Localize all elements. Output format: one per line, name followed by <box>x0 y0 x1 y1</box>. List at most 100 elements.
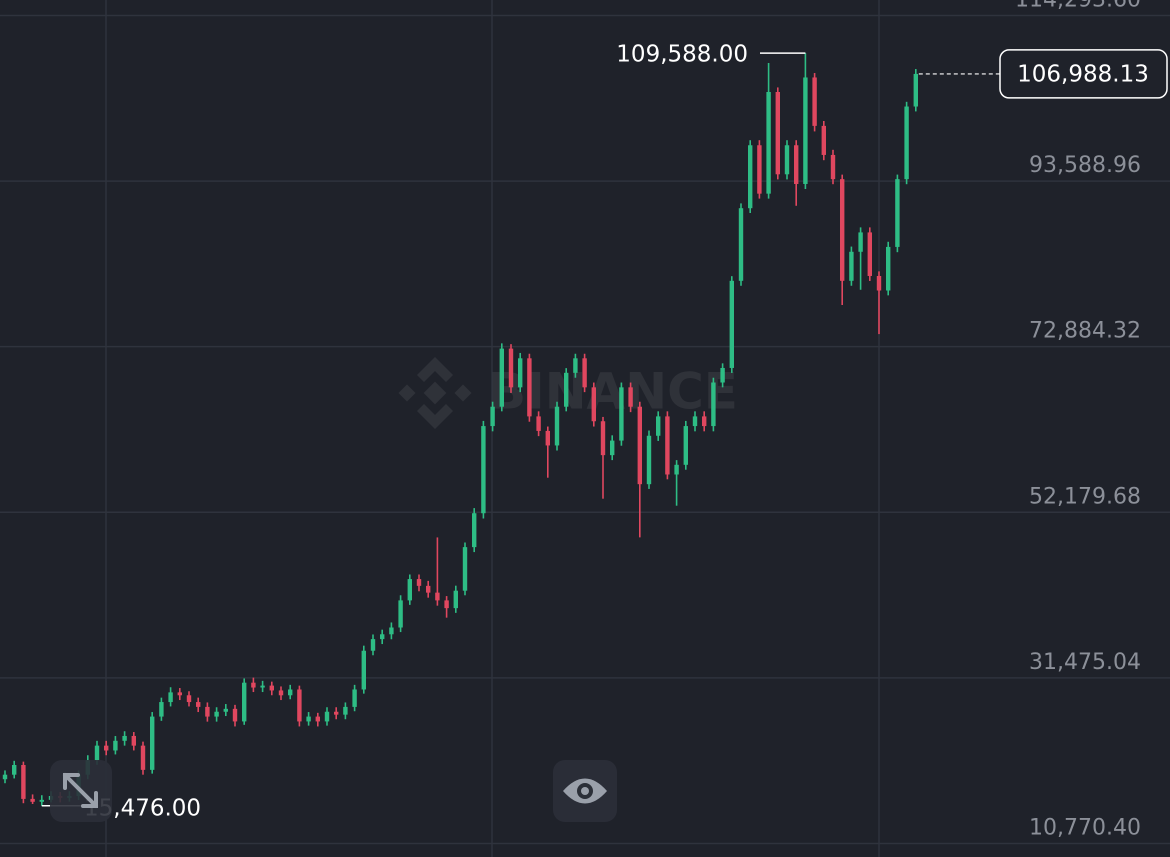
candle-body <box>186 695 192 703</box>
candle-body <box>232 708 238 722</box>
candle-body <box>370 639 376 651</box>
candle-body <box>196 702 201 707</box>
candle-body <box>683 426 688 465</box>
candle-body <box>177 692 182 696</box>
candle-body <box>867 232 872 276</box>
candle-body <box>748 145 753 209</box>
last-price-box <box>999 49 1168 99</box>
candle-body <box>334 711 339 715</box>
candle-body <box>104 745 109 751</box>
candle-body <box>840 179 845 281</box>
candle-body <box>278 690 284 696</box>
candle-body <box>361 650 366 690</box>
candle-body <box>389 627 394 635</box>
candle-body <box>784 145 790 175</box>
candle-body <box>904 106 909 180</box>
candle-body <box>214 711 219 717</box>
candle-body <box>113 740 118 751</box>
candle-body <box>545 430 550 446</box>
candle-body <box>913 73 918 107</box>
candle-body <box>812 77 817 126</box>
candle-body <box>518 358 523 388</box>
candle-body <box>416 579 422 586</box>
candle-body <box>876 275 882 291</box>
candle-body <box>21 765 26 799</box>
candle-body <box>895 179 900 247</box>
y-tick-label: 72,884.32 <box>1029 319 1141 344</box>
candles <box>2 53 918 806</box>
candle-body <box>223 708 228 712</box>
candle-body <box>462 547 468 591</box>
candle-body <box>591 387 596 422</box>
candle-body <box>702 416 707 427</box>
candle-body <box>619 387 624 441</box>
visibility-button[interactable] <box>553 760 617 822</box>
candle-body <box>269 685 274 691</box>
candle-body <box>324 711 330 722</box>
candle-body <box>738 208 744 281</box>
candle-body <box>720 367 725 383</box>
candle-body <box>610 440 615 456</box>
candle-body <box>490 406 495 427</box>
candle-body <box>398 600 403 628</box>
candle-body <box>499 348 504 407</box>
candle-body <box>12 765 17 775</box>
y-tick-label: 52,179.68 <box>1029 484 1141 509</box>
watermark-text: BINANCE <box>488 363 738 421</box>
candle-body <box>30 798 35 802</box>
candle-body <box>481 426 486 514</box>
candle-body <box>858 232 863 252</box>
y-tick-label: 93,588.96 <box>1029 153 1141 178</box>
y-tick-label: 10,770.40 <box>1029 815 1141 840</box>
candle-body <box>453 590 458 609</box>
candle-body <box>674 464 679 475</box>
candle-body <box>315 716 320 722</box>
candle-body <box>849 251 854 281</box>
candle-body <box>554 406 560 446</box>
candle-body <box>2 774 8 780</box>
high-marker-label: 109,588.00 <box>616 42 748 68</box>
candle-body <box>407 579 412 601</box>
candle-body <box>600 421 606 456</box>
candle-body <box>343 706 348 715</box>
candle-body <box>39 799 44 802</box>
y-tick-label: 114,293.60 <box>1015 0 1141 12</box>
candle-body <box>637 406 642 485</box>
candle-body <box>692 416 698 427</box>
candle-body <box>288 689 293 696</box>
candle-body <box>159 702 164 717</box>
candle-body <box>251 682 256 688</box>
price-axis: 10,770.40 31,475.04 52,179.68 72,884.32 93,5… <box>1015 0 1141 840</box>
candle-body <box>168 692 173 703</box>
candle-body <box>306 716 311 722</box>
price-grid <box>0 14 1170 845</box>
candle-body <box>140 745 146 770</box>
candle-body <box>205 706 210 717</box>
candle-body <box>527 358 532 417</box>
candle-body <box>131 735 136 746</box>
candle-body <box>536 416 541 431</box>
candle-body <box>444 600 449 609</box>
candle-body <box>150 716 155 770</box>
candle-body <box>665 416 670 475</box>
candle-body <box>380 634 385 640</box>
candle-body <box>297 689 302 722</box>
candle-body <box>646 435 652 485</box>
candle-body <box>426 585 431 593</box>
candle-body <box>729 280 734 368</box>
candle-body <box>803 77 808 184</box>
candle-body <box>711 382 716 427</box>
candle-body <box>435 592 440 601</box>
candle-body <box>656 416 661 436</box>
candle-body <box>242 682 247 722</box>
last-price-label: 106,988.13 <box>1017 61 1149 87</box>
candle-body <box>260 685 265 688</box>
candle-body <box>352 689 357 707</box>
candle-body <box>794 145 799 184</box>
candle-body <box>122 735 127 741</box>
candle-body <box>886 246 891 291</box>
candle-body <box>472 513 477 548</box>
expand-button[interactable] <box>50 760 112 822</box>
